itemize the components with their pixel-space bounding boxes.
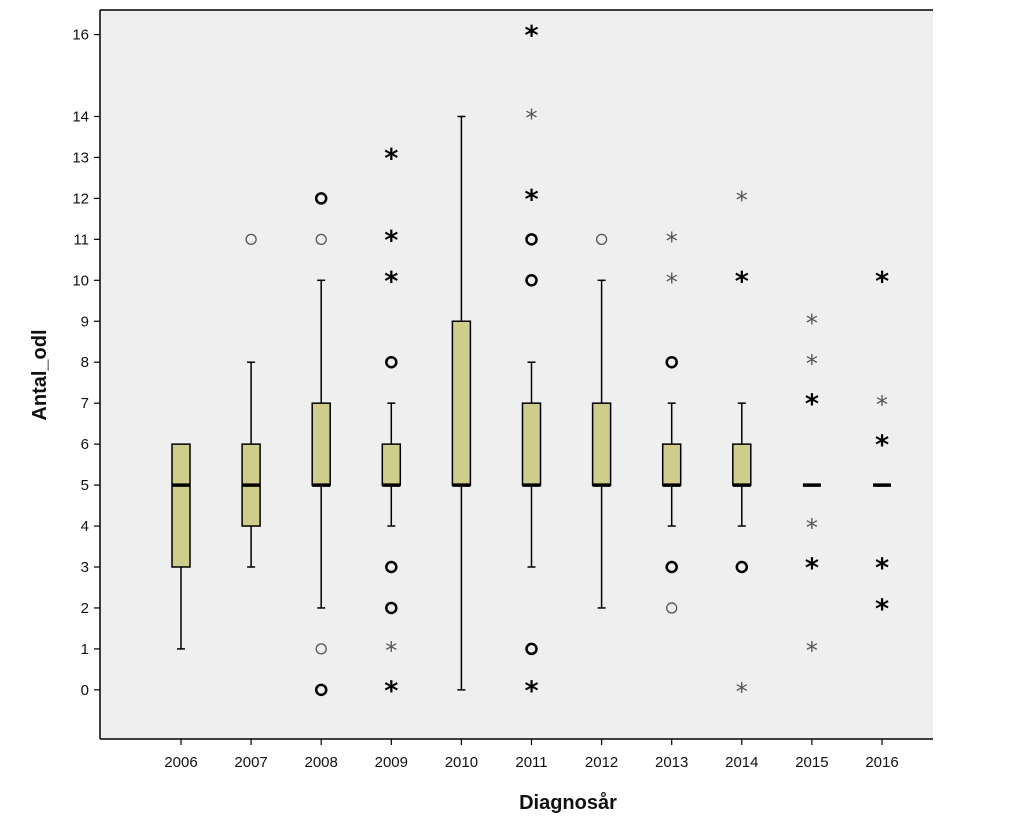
outlier-circle xyxy=(735,560,749,574)
box-2011 xyxy=(521,361,542,568)
outlier-star: * xyxy=(385,637,397,665)
outlier-star: * xyxy=(384,266,398,297)
iqr-box xyxy=(521,402,542,486)
outlier-circle xyxy=(666,602,678,614)
y-tick-label: 3 xyxy=(81,559,89,576)
y-tick-label: 6 xyxy=(81,436,89,453)
outlier-star: * xyxy=(876,391,888,419)
outlier-star: * xyxy=(384,676,398,707)
x-tick-label: 2016 xyxy=(865,754,898,771)
outlier-circle xyxy=(525,642,538,656)
y-tick-label: 1 xyxy=(81,641,89,658)
outlier-star: * xyxy=(875,594,889,625)
outlier-star: * xyxy=(736,678,748,706)
y-tick-label: 0 xyxy=(81,682,89,699)
outlier-star: * xyxy=(806,514,818,542)
outlier-star: * xyxy=(806,309,818,337)
x-tick-label: 2006 xyxy=(164,754,197,771)
box-2010 xyxy=(451,115,472,691)
outlier-circle xyxy=(385,560,398,574)
x-tick-label: 2013 xyxy=(655,754,688,771)
outlier-star: * xyxy=(666,268,678,296)
outlier-star: * xyxy=(524,676,538,707)
box-2008 xyxy=(311,279,331,609)
y-tick-label: 9 xyxy=(81,313,89,330)
x-tick-label: 2008 xyxy=(305,754,338,771)
plot-area xyxy=(100,10,933,739)
y-tick-label: 13 xyxy=(72,149,89,166)
y-axis-title: Antal_odl xyxy=(29,329,51,420)
outlier-circle xyxy=(314,683,328,697)
x-tick-label: 2007 xyxy=(234,754,267,771)
outlier-circle xyxy=(385,601,398,615)
outlier-star: * xyxy=(526,104,538,132)
box-2012 xyxy=(591,279,612,609)
outlier-star: * xyxy=(736,186,748,214)
iqr-box xyxy=(171,443,191,568)
outlier-star: * xyxy=(666,227,678,255)
outlier-circle xyxy=(245,233,257,245)
box-2014 xyxy=(732,402,752,527)
x-tick-label: 2012 xyxy=(585,754,618,771)
iqr-box xyxy=(732,443,752,486)
iqr-box xyxy=(661,443,682,486)
outlier-star: * xyxy=(805,553,819,584)
y-tick-label: 11 xyxy=(73,231,89,248)
box-2006 xyxy=(171,443,191,650)
outlier-circle xyxy=(315,643,327,655)
y-tick-label: 5 xyxy=(81,477,89,494)
outlier-star: * xyxy=(875,430,889,461)
box-2009 xyxy=(381,402,402,527)
outlier-circle xyxy=(665,560,678,574)
y-tick-label: 2 xyxy=(81,600,89,617)
outlier-star: * xyxy=(875,266,889,297)
outlier-star: * xyxy=(875,553,889,584)
outlier-star: * xyxy=(524,21,538,52)
outlier-circle xyxy=(385,355,398,369)
y-tick-label: 7 xyxy=(81,395,89,412)
outlier-star: * xyxy=(384,225,398,256)
y-tick-label: 14 xyxy=(72,108,89,125)
outlier-star: * xyxy=(806,350,818,378)
iqr-box xyxy=(451,320,472,486)
outlier-star: * xyxy=(805,389,819,420)
outlier-star: * xyxy=(735,266,749,297)
x-tick-label: 2009 xyxy=(375,754,408,771)
outlier-circle xyxy=(314,192,328,205)
outliers-group: * * * * * * * * * * * * * * * * * * * * * * * * * xyxy=(245,21,889,707)
outlier-circle xyxy=(315,233,327,245)
box-2007 xyxy=(241,361,261,568)
box-2013 xyxy=(661,402,682,527)
outlier-circle xyxy=(525,274,538,287)
outlier-star: * xyxy=(806,637,818,665)
outlier-circle xyxy=(595,233,608,245)
y-tick-label: 4 xyxy=(81,518,89,535)
y-tick-label: 8 xyxy=(81,354,89,371)
x-tick-label: 2011 xyxy=(515,754,547,771)
iqr-box xyxy=(311,402,331,486)
x-tick-label: 2010 xyxy=(445,754,478,771)
outlier-star: * xyxy=(524,184,538,215)
y-tick-label: 16 xyxy=(72,27,89,44)
outlier-circle xyxy=(525,233,538,246)
x-axis-title: Diagnosår xyxy=(519,791,617,814)
x-axis-ticks: 2006 2007 2008 2009 2010 2011 2012 2013 2014 2015… xyxy=(164,739,899,771)
x-tick-label: 2015 xyxy=(795,754,828,771)
boxes-group xyxy=(171,115,891,691)
y-tick-label: 12 xyxy=(72,190,89,207)
iqr-box xyxy=(381,443,402,486)
outlier-circle xyxy=(665,355,678,369)
x-tick-label: 2014 xyxy=(725,754,758,771)
y-tick-label: 10 xyxy=(72,272,89,289)
outlier-star: * xyxy=(384,143,398,174)
iqr-box xyxy=(591,402,612,486)
